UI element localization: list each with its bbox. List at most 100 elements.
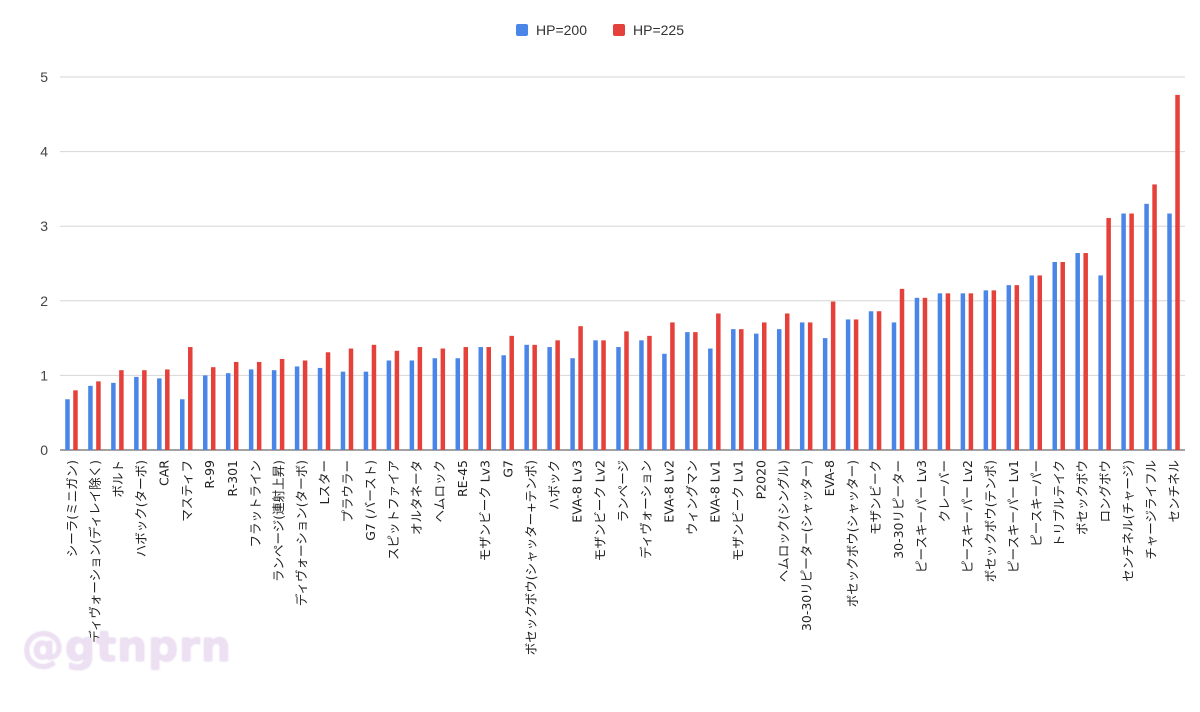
x-tick-label: ボルト bbox=[110, 460, 125, 498]
x-tick-label: CAR bbox=[156, 460, 171, 486]
bar-hp200 bbox=[248, 369, 254, 450]
bar-hp200 bbox=[180, 399, 185, 450]
bar-hp225 bbox=[899, 288, 905, 450]
bar-hp200 bbox=[111, 382, 116, 450]
bar-hp225 bbox=[578, 326, 583, 450]
bar-hp200 bbox=[478, 347, 483, 450]
bar-hp225 bbox=[716, 313, 721, 450]
chart-legend: HP=200 HP=225 bbox=[0, 22, 1200, 38]
bar-hp225 bbox=[693, 332, 698, 450]
y-tick-label: 5 bbox=[40, 69, 48, 85]
bar-hp225 bbox=[417, 347, 423, 450]
bar-hp225 bbox=[371, 344, 377, 450]
bar-hp200 bbox=[868, 311, 874, 450]
x-tick-label: チャージライフル bbox=[1144, 460, 1159, 560]
bar-hp200 bbox=[708, 348, 713, 450]
bar-hp200 bbox=[1029, 275, 1035, 450]
bar-hp225 bbox=[670, 322, 675, 450]
x-tick-label: ボセックボウ(シャッター) bbox=[845, 460, 860, 607]
x-tick-label: ランページ(連射上昇) bbox=[271, 460, 286, 582]
x-tick-label: EVA-8 Lv2 bbox=[661, 460, 676, 523]
bar-hp200 bbox=[570, 358, 575, 450]
bar-hp200 bbox=[845, 319, 851, 450]
bar-hp200 bbox=[501, 355, 506, 450]
bar-hp200 bbox=[340, 371, 346, 450]
bar-hp225 bbox=[762, 322, 767, 450]
bar-hp200 bbox=[317, 367, 323, 450]
x-tick-label: プラウラー bbox=[340, 460, 355, 523]
x-tick-label: シーラ(ミニガン) bbox=[64, 460, 79, 557]
x-tick-label: ウィングマン bbox=[684, 460, 699, 535]
x-tick-label: ピースキーパー bbox=[1029, 460, 1044, 547]
bar-hp225 bbox=[830, 301, 836, 450]
bar-hp200 bbox=[1144, 203, 1149, 450]
x-tick-label: モザンビーク bbox=[868, 460, 883, 535]
x-tick-label: クレーバー bbox=[937, 460, 952, 522]
bar-hp225 bbox=[394, 350, 400, 450]
x-tick-label: ピースキーパー Lv1 bbox=[1006, 460, 1021, 573]
x-tick-label: EVA-8 bbox=[822, 460, 837, 496]
bar-hp200 bbox=[616, 347, 621, 450]
bar-hp200 bbox=[157, 378, 162, 450]
x-tick-label: ディヴォーション(ディレイ除く) bbox=[87, 460, 102, 643]
bar-hp200 bbox=[386, 360, 392, 450]
bar-hp200 bbox=[731, 329, 736, 450]
bar-hp225 bbox=[1175, 94, 1180, 451]
legend-item-hp225[interactable]: HP=225 bbox=[613, 22, 684, 38]
bar-hp200 bbox=[685, 332, 690, 450]
bar-hp225 bbox=[486, 347, 491, 450]
bar-hp200 bbox=[639, 340, 644, 450]
legend-item-hp200[interactable]: HP=200 bbox=[516, 22, 587, 38]
y-tick-label: 2 bbox=[40, 293, 48, 309]
bar-hp225 bbox=[233, 361, 239, 450]
bar-hp225 bbox=[647, 335, 652, 450]
bar-hp225 bbox=[279, 358, 285, 450]
bar-hp225 bbox=[142, 370, 147, 450]
bar-hp200 bbox=[271, 370, 277, 450]
bar-hp200 bbox=[937, 293, 943, 450]
x-tick-label: ハボック(ターボ) bbox=[133, 460, 148, 557]
x-tick-label: R-301 bbox=[225, 460, 240, 497]
x-tick-label: センチネル bbox=[1167, 460, 1182, 523]
x-tick-label: G7 (バースト) bbox=[363, 460, 378, 541]
bar-hp200 bbox=[822, 338, 828, 450]
bar-hp225 bbox=[532, 344, 537, 450]
y-tick-label: 4 bbox=[40, 144, 48, 160]
bar-hp200 bbox=[593, 340, 598, 450]
x-tick-label: Lスター bbox=[317, 460, 332, 504]
bar-hp225 bbox=[256, 361, 262, 450]
bar-hp225 bbox=[739, 329, 744, 450]
x-tick-label: センチネル(チャージ) bbox=[1121, 460, 1136, 582]
bar-hp200 bbox=[409, 360, 415, 450]
x-tick-label: ハボック bbox=[547, 460, 562, 510]
x-tick-label: モザンビーク Lv3 bbox=[478, 460, 493, 561]
bar-hp225 bbox=[991, 290, 997, 450]
bar-hp225 bbox=[73, 390, 78, 450]
bar-hp225 bbox=[348, 348, 354, 450]
bar-hp225 bbox=[1083, 253, 1088, 450]
bar-hp225 bbox=[188, 347, 193, 450]
bar-hp200 bbox=[914, 297, 920, 450]
x-tick-label: ディヴォーション(ターボ) bbox=[294, 460, 309, 606]
bar-hp225 bbox=[624, 331, 629, 450]
bar-hp225 bbox=[853, 319, 859, 450]
bar-hp225 bbox=[601, 340, 606, 450]
bar-hp200 bbox=[134, 376, 139, 450]
bar-hp225 bbox=[1060, 262, 1065, 450]
bar-hp200 bbox=[432, 358, 438, 450]
x-tick-label: ボセックボウ(テンポ) bbox=[983, 460, 998, 582]
bar-hp200 bbox=[1006, 285, 1012, 450]
x-tick-label: モザンビーク Lv2 bbox=[593, 460, 608, 561]
x-tick-label: 30-30リピーター(シャッター) bbox=[799, 460, 814, 631]
bar-hp225 bbox=[119, 370, 124, 450]
bar-hp225 bbox=[1152, 184, 1157, 450]
x-tick-label: G7 bbox=[501, 460, 516, 478]
bar-hp225 bbox=[1106, 217, 1111, 450]
bar-hp200 bbox=[455, 358, 461, 450]
x-tick-label: ピースキーパー Lv2 bbox=[960, 460, 975, 573]
bar-hp225 bbox=[1014, 285, 1020, 450]
y-tick-label: 3 bbox=[40, 218, 48, 234]
x-tick-label: マスティフ bbox=[179, 460, 194, 522]
x-tick-label: EVA-8 Lv3 bbox=[570, 460, 585, 523]
x-tick-label: ディヴォーション bbox=[638, 460, 653, 559]
